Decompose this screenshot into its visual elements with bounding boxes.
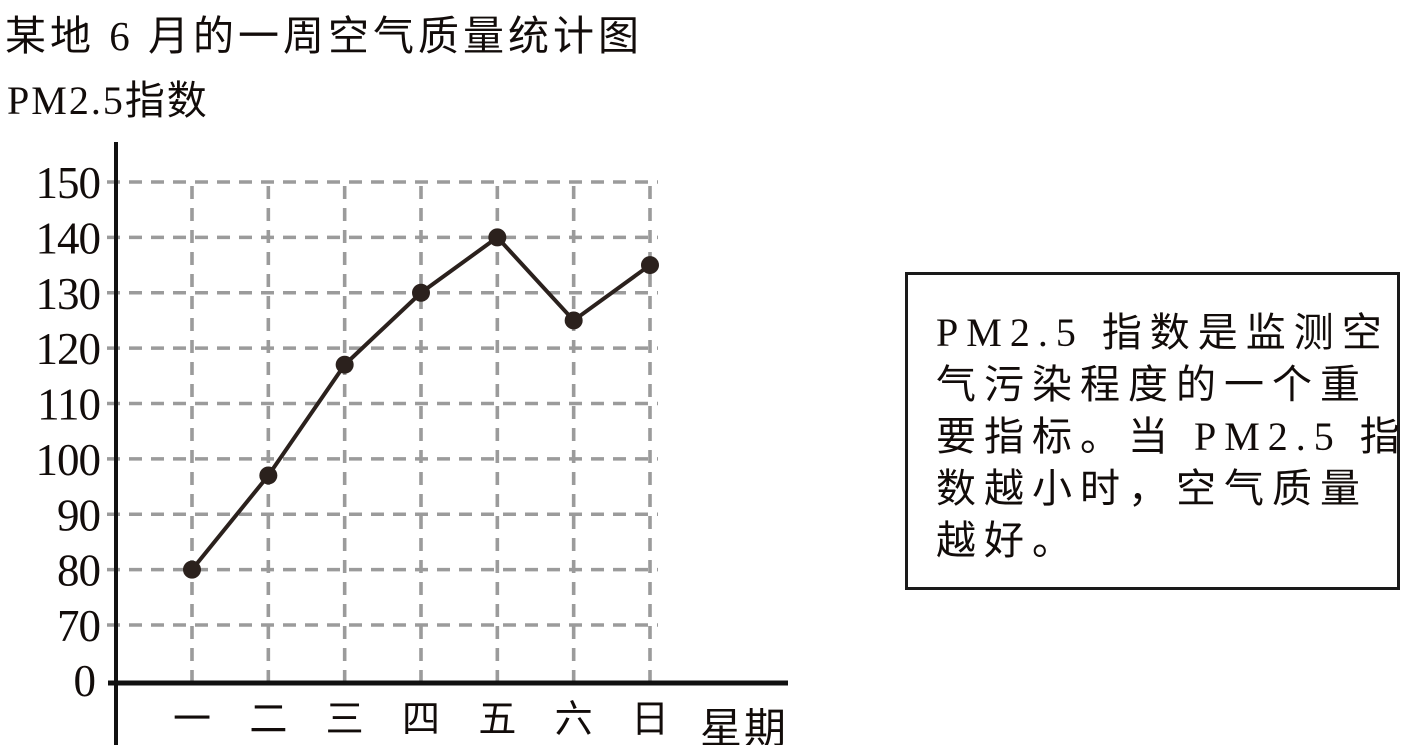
data-point bbox=[183, 560, 201, 579]
pm25-line-chart: 150140 130120 11010090 80700 一二三四五六日星期 bbox=[36, 142, 788, 745]
data-point bbox=[640, 256, 659, 275]
data-point bbox=[564, 311, 583, 330]
y-tick-label: 90 bbox=[57, 490, 100, 540]
x-tick-label: 三 bbox=[326, 699, 364, 741]
x-tick-label: 二 bbox=[249, 699, 287, 741]
x-tick-label: 五 bbox=[478, 699, 516, 741]
chart-title: 某地 6 月的一周空气质量统计图 bbox=[5, 13, 643, 59]
y-tick-label: 100 bbox=[36, 435, 101, 485]
y-axis-title: PM2.5指数 bbox=[7, 78, 209, 123]
info-box-line: 数越小时，空气质量 bbox=[936, 466, 1368, 511]
info-box-text: PM2.5 指数是监测空 气污染程度的一个重 要指标。当 PM2.5 指数越小时，空… bbox=[936, 307, 1408, 567]
data-point bbox=[411, 283, 430, 302]
info-box-line: 气污染程度的一个重 bbox=[936, 362, 1368, 407]
info-box: PM2.5 指数是监测空 气污染程度的一个重 要指标。当 PM2.5 指数越小时，空… bbox=[905, 272, 1400, 590]
y-tick-label: 120 bbox=[36, 324, 101, 374]
y-tick-label: 150 bbox=[36, 158, 101, 208]
y-tick-label: 110 bbox=[37, 380, 100, 430]
y-tick-label: 70 bbox=[57, 601, 100, 651]
x-axis-unit-label: 星期 bbox=[700, 707, 788, 745]
data-point bbox=[488, 228, 507, 247]
x-tick-label: 六 bbox=[555, 699, 593, 741]
y-tick-label: 130 bbox=[36, 269, 101, 319]
info-box-line: 越好。 bbox=[936, 518, 1080, 563]
y-tick-label: 80 bbox=[57, 546, 100, 596]
data-point bbox=[335, 355, 354, 374]
y-origin-label: 0 bbox=[74, 656, 97, 706]
info-box-line: 要指标。当 PM2.5 指 bbox=[936, 414, 1408, 459]
x-tick-label: 四 bbox=[402, 699, 440, 741]
info-box-line: PM2.5 指数是监测空 bbox=[936, 310, 1390, 355]
x-tick-label: 日 bbox=[631, 699, 669, 741]
y-tick-label: 140 bbox=[36, 213, 101, 263]
x-tick-label: 一 bbox=[173, 699, 211, 741]
data-point bbox=[259, 466, 278, 485]
